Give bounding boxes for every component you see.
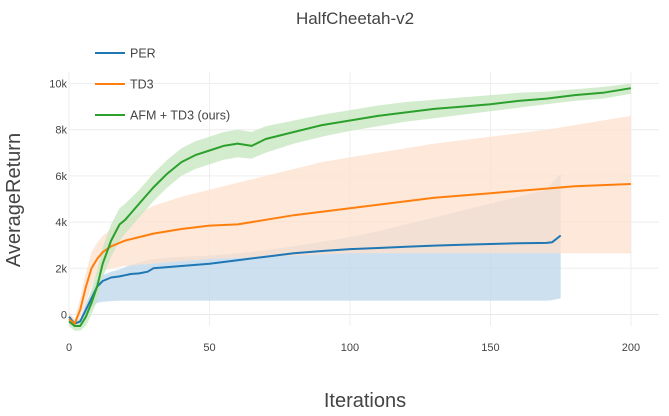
y-tick-label: 4k (55, 217, 67, 229)
x-tick-label: 100 (341, 342, 359, 354)
x-tick-label: 150 (481, 342, 499, 354)
series-lines (68, 87, 632, 327)
legend-item[interactable]: PER (95, 47, 156, 61)
legend-item[interactable]: AFM + TD3 (ours) (95, 109, 230, 123)
legend-label: TD3 (130, 78, 154, 92)
legend-label: AFM + TD3 (ours) (130, 109, 230, 123)
x-tick-label: 50 (203, 342, 215, 354)
y-tick-label: 6k (55, 171, 67, 183)
y-tick-label: 10k (49, 79, 67, 91)
band-afm-td3-ours- (69, 83, 631, 331)
line-afm-td3-ours- (68, 87, 632, 327)
legend-item[interactable]: TD3 (95, 78, 154, 92)
axes: 0 2k 4k 6k 8k 10k 0 50 100 150 200 (49, 79, 640, 354)
y-tick-label: 8k (55, 125, 67, 137)
x-tick-label: 200 (622, 342, 640, 354)
legend-label: PER (130, 47, 156, 61)
band-td3 (69, 115, 631, 327)
x-axis-title: Iterations (324, 390, 406, 412)
confidence-bands (69, 83, 631, 331)
x-tick-label: 0 (66, 342, 72, 354)
y-tick-label: 0 (61, 309, 67, 321)
legend[interactable]: PER TD3 AFM + TD3 (ours) (95, 47, 230, 123)
line-td3 (68, 183, 631, 325)
chart-title: HalfCheetah-v2 (296, 9, 414, 28)
y-axis-title: AverageReturn (3, 133, 25, 267)
y-tick-label: 2k (55, 263, 67, 275)
